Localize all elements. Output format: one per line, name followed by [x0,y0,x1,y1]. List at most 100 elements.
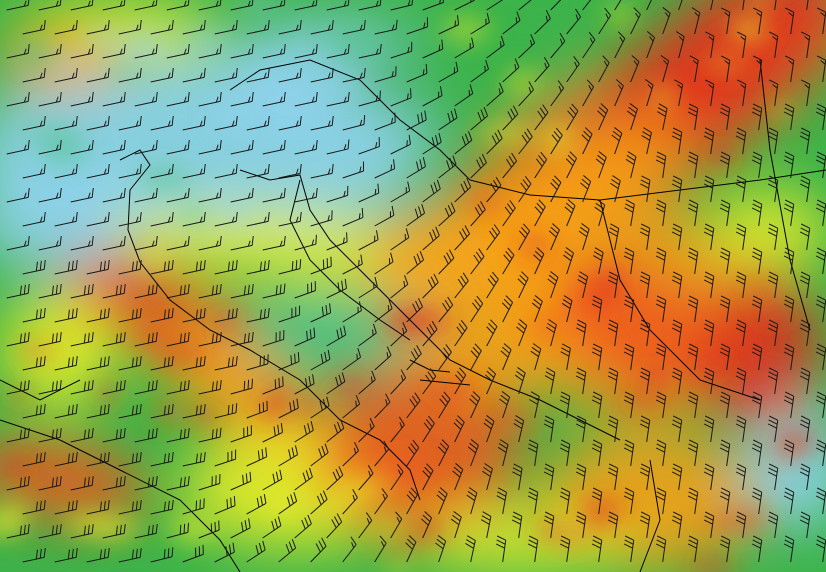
barb-feather [769,367,778,373]
barb-feather [510,108,516,118]
wind-barb [22,115,46,131]
barb-feather [609,511,618,517]
barb-feather [598,151,607,158]
wind-barb [591,343,603,371]
barb-feather [75,355,78,366]
barb-feather [524,131,531,141]
wind-barb [438,439,450,467]
barb-feather [75,403,78,414]
barb-feather [35,405,38,416]
wind-barb [390,369,407,395]
barb-feather [671,183,681,189]
barb-feather [381,488,388,497]
barb-feather [302,472,307,482]
barb-feather [720,491,730,497]
barb-feather [219,0,222,6]
barb-feather [580,182,589,190]
barb-feather [267,307,270,318]
barb-feather [247,240,251,247]
barb-feather [605,13,609,20]
wind-barb [703,415,715,443]
barb-feather [411,0,413,5]
wind-barb [22,403,46,419]
barb-feather [640,275,650,281]
barb-feather [400,369,407,379]
barb-feather [51,429,54,440]
barb-feather [815,495,825,501]
barb-feather [147,429,150,440]
barb-feather [440,350,448,359]
barb-feather [737,79,746,85]
barb-feather [534,295,543,302]
wind-barb [671,223,683,251]
barb-feather [123,427,126,438]
barb-feather [689,439,698,445]
barb-feather [199,120,203,127]
barb-feather [768,467,778,473]
barb-feather [51,333,54,344]
wind-barb [262,329,285,347]
barb-feather [639,471,649,477]
barb-feather [485,59,489,70]
wind-barb [655,151,667,179]
wind-barb [374,159,396,179]
barb-feather [155,523,158,534]
wind-barb [512,463,523,491]
barb-feather [629,103,638,110]
barb-feather [673,511,682,517]
barb-feather [319,401,323,411]
wind-barb [575,415,587,443]
barb-feather [656,491,666,497]
barb-feather [103,500,106,511]
barb-feather [703,231,713,237]
wind-barb [198,43,222,59]
wind-barb [751,487,763,515]
wind-barb [310,396,330,419]
wind-barb [671,511,683,539]
barb-feather [719,303,729,309]
wind-barb [374,346,392,371]
barb-feather [19,525,22,536]
wind-barb [815,487,826,515]
barb-feather [296,398,299,409]
barb-feather [561,487,570,493]
wind-barb [342,67,366,83]
wind-barb [607,271,619,299]
barb-feather [39,24,43,31]
barb-feather [119,284,122,295]
wind-barb [470,343,482,371]
barb-feather [23,144,27,151]
barb-feather [548,230,557,238]
wind-barb [70,187,94,203]
barb-feather [279,469,283,480]
barb-feather [639,279,649,285]
barb-feather [183,96,187,103]
wind-barb [815,391,826,419]
barb-feather [309,467,313,478]
barb-feather [640,515,650,521]
barb-feather [251,0,254,6]
wind-barb [150,259,174,275]
barb-feather [316,495,322,505]
barb-feather [183,428,186,439]
wind-barb [575,367,587,395]
barb-feather [489,230,496,240]
barb-feather [553,175,562,183]
barb-feather [785,199,794,205]
barb-feather [691,7,701,14]
barb-feather [187,0,190,6]
barb-feather [687,207,697,213]
barb-feather [360,254,363,265]
barb-feather [768,227,778,233]
barb-feather [456,15,460,25]
wind-speed-patch [189,408,221,424]
barb-feather [583,130,591,139]
barb-feather [288,449,292,459]
wind-barb [687,151,699,179]
wind-barb [390,322,408,347]
wind-barb [639,511,651,539]
barb-feather [559,447,569,453]
barb-feather [752,539,762,545]
barb-feather [474,299,481,308]
wind-barb [406,345,422,371]
